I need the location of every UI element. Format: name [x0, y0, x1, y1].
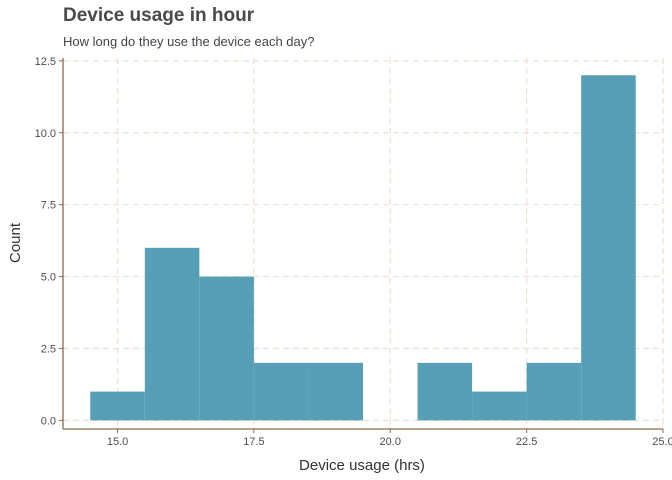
histogram-bar [472, 391, 527, 421]
x-tick-label: 17.5 [243, 436, 264, 448]
y-tick-label: 2.5 [41, 343, 56, 355]
histogram-bar [308, 362, 363, 421]
x-tick-label: 20.0 [380, 436, 401, 448]
y-tick-label: 10.0 [35, 128, 56, 140]
axes [59, 58, 664, 433]
histogram-bar [253, 362, 309, 421]
y-tick-label: 0.0 [41, 415, 56, 427]
y-axis-title: Count [7, 222, 24, 263]
x-axis-title: Device usage (hrs) [299, 457, 425, 474]
histogram-bar [199, 276, 254, 421]
tick-labels: 15.0 17.5 20.0 22.5 25.0 0.0 2.5 5.0 7.5 10.0 12.5 [35, 56, 672, 448]
x-tick-label: 22.5 [516, 436, 537, 448]
histogram-bar [417, 362, 473, 421]
y-tick-label: 7.5 [41, 200, 56, 212]
y-tick-label: 5.0 [41, 272, 56, 284]
x-tick-label: 25.0 [652, 436, 672, 448]
grid-lines [63, 58, 664, 429]
histogram-bar [581, 75, 636, 421]
histogram-bar [526, 362, 582, 421]
histogram-bar [144, 247, 200, 421]
chart-title: Device usage in hour [63, 5, 255, 26]
x-tick-label: 15.0 [107, 436, 128, 448]
y-tick-label: 12.5 [35, 56, 56, 68]
bars [90, 75, 636, 421]
histogram-bar [90, 391, 145, 421]
chart-subtitle: How long do they use the device each day… [63, 34, 315, 49]
